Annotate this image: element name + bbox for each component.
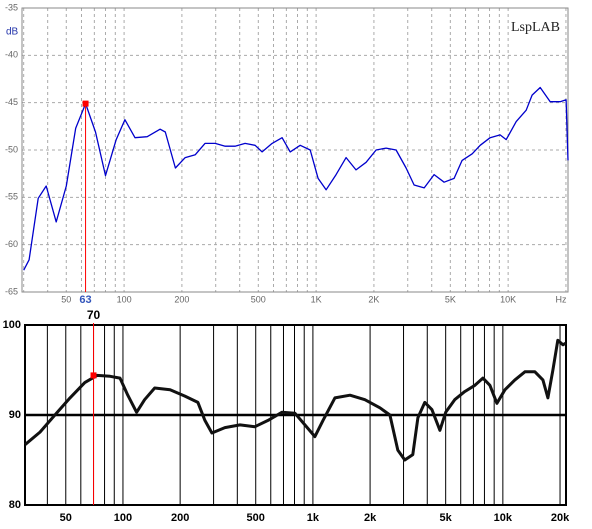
- x-tick-label: 100: [117, 294, 132, 304]
- y-axis-label: dB: [6, 27, 19, 38]
- x-tick-label: 2k: [364, 512, 377, 524]
- y-tick-label: -50: [5, 144, 18, 154]
- x-tick-label: 100: [114, 512, 132, 524]
- x-tick-label: 200: [171, 512, 189, 524]
- marker-label: 70: [87, 308, 101, 322]
- y-tick-label: -60: [5, 239, 18, 249]
- x-tick-label: 50: [61, 294, 71, 304]
- y-tick-label: -55: [5, 192, 18, 202]
- annotation: LspLAB: [511, 20, 560, 35]
- y-tick-label: -40: [5, 50, 18, 60]
- x-tick-label: 5k: [440, 512, 453, 524]
- x-tick-label: 50: [60, 512, 72, 524]
- x-tick-label: 20k: [551, 512, 570, 524]
- x-tick-label: 1k: [307, 512, 320, 524]
- plot-border: [24, 324, 567, 506]
- x-tick-label: 200: [174, 294, 189, 304]
- y-tick-label: 100: [3, 319, 21, 331]
- x-tick-label: 500: [251, 294, 266, 304]
- marker-point: [82, 100, 89, 107]
- series-line: [23, 86, 569, 271]
- x-tick-label: 500: [247, 512, 265, 524]
- x-tick-label: 5K: [445, 294, 456, 304]
- y-tick-label: -35: [5, 2, 18, 12]
- marker-point: [90, 372, 97, 379]
- marker-label: 63: [79, 294, 91, 306]
- x-tick-label: 10K: [500, 294, 516, 304]
- y-tick-label: 90: [9, 409, 21, 421]
- y-tick-label: -65: [5, 286, 18, 296]
- x-tick-label: 2K: [368, 294, 379, 304]
- x-tick-label: 10k: [494, 512, 513, 524]
- x-unit-label: Hz: [556, 294, 567, 304]
- y-tick-label: -45: [5, 97, 18, 107]
- x-tick-label: 1K: [311, 294, 322, 304]
- y-tick-label: 80: [9, 499, 21, 511]
- series-line: [24, 338, 567, 462]
